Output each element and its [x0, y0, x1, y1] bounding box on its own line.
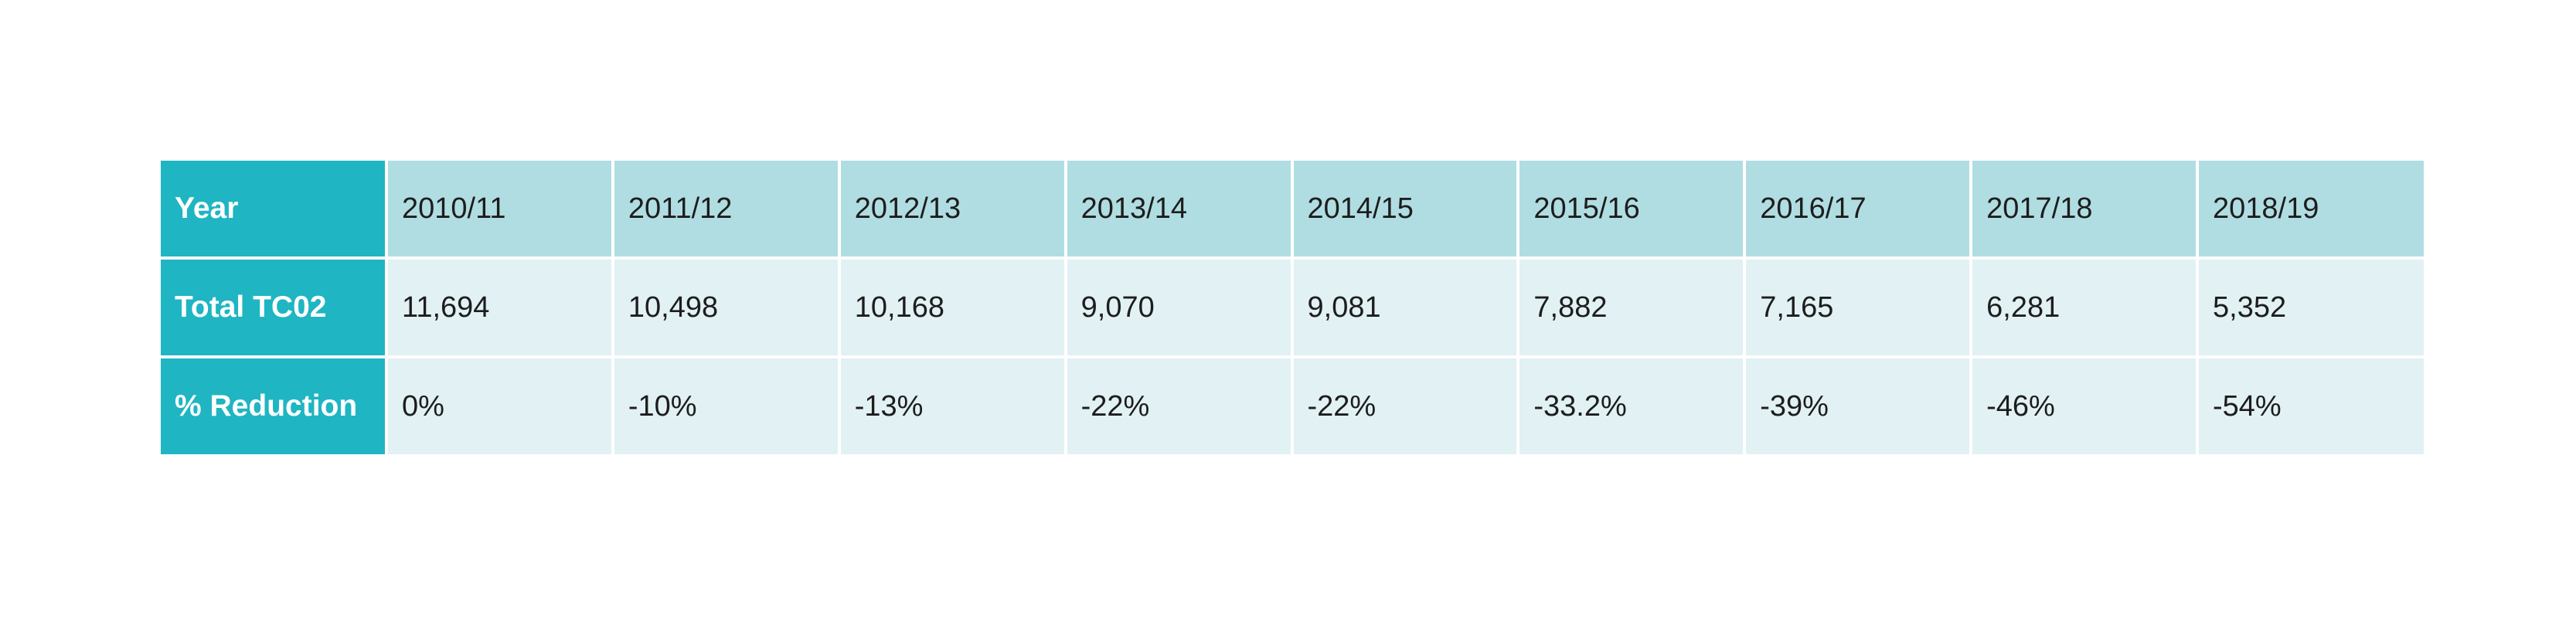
total-tco2-row-label: Total TC02: [161, 256, 388, 358]
reduction-cell: -13%: [837, 355, 1067, 454]
total-tco2-cell: 10,168: [837, 256, 1067, 358]
year-cell: 2013/14: [1063, 161, 1294, 260]
year-cell: 2014/15: [1290, 161, 1520, 260]
reduction-row-label: % Reduction: [161, 355, 388, 454]
year-cell: 2018/19: [2196, 161, 2424, 260]
emissions-table: Year 2010/11 2011/12 2012/13 2013/14 201…: [161, 161, 2424, 454]
year-cell: 2016/17: [1743, 161, 1973, 260]
year-cell: 2012/13: [837, 161, 1067, 260]
reduction-row: % Reduction 0% -10% -13% -22% -22% -33.2…: [161, 355, 2424, 454]
reduction-cell: -39%: [1743, 355, 1973, 454]
total-tco2-cell: 5,352: [2196, 256, 2424, 358]
year-cell: 2011/12: [611, 161, 841, 260]
total-tco2-cell: 10,498: [611, 256, 841, 358]
total-tco2-cell: 9,070: [1063, 256, 1294, 358]
year-row-label: Year: [161, 161, 388, 260]
reduction-cell: -22%: [1290, 355, 1520, 454]
total-tco2-cell: 6,281: [1969, 256, 2199, 358]
total-tco2-cell: 11,694: [385, 256, 614, 358]
year-cell: 2017/18: [1969, 161, 2199, 260]
reduction-cell: -33.2%: [1516, 355, 1747, 454]
reduction-cell: -54%: [2196, 355, 2424, 454]
total-tco2-cell: 9,081: [1290, 256, 1520, 358]
total-tco2-cell: 7,165: [1743, 256, 1973, 358]
total-tco2-row: Total TC02 11,694 10,498 10,168 9,070 9,…: [161, 256, 2424, 358]
total-tco2-cell: 7,882: [1516, 256, 1747, 358]
reduction-cell: 0%: [385, 355, 614, 454]
emissions-table-container: Year 2010/11 2011/12 2012/13 2013/14 201…: [161, 161, 2424, 454]
reduction-cell: -22%: [1063, 355, 1294, 454]
year-header-row: Year 2010/11 2011/12 2012/13 2013/14 201…: [161, 161, 2424, 260]
year-cell: 2010/11: [385, 161, 614, 260]
reduction-cell: -10%: [611, 355, 841, 454]
reduction-cell: -46%: [1969, 355, 2199, 454]
year-cell: 2015/16: [1516, 161, 1747, 260]
